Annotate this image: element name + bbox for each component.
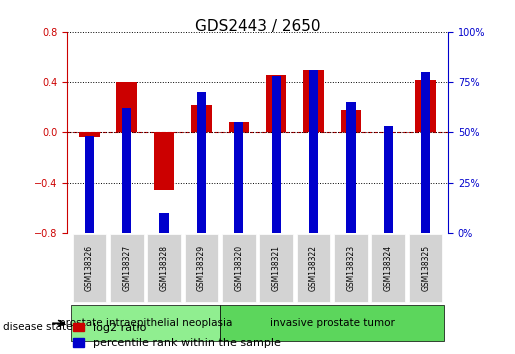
- Text: GSM138328: GSM138328: [160, 245, 168, 291]
- Bar: [346, 102, 355, 233]
- Bar: [340, 110, 361, 132]
- Bar: [271, 76, 281, 233]
- Text: GSM138320: GSM138320: [234, 245, 243, 291]
- Text: disease state: disease state: [3, 322, 72, 332]
- Bar: [116, 82, 137, 132]
- Bar: [191, 105, 212, 132]
- Text: GDS2443 / 2650: GDS2443 / 2650: [195, 19, 320, 34]
- Text: GSM138321: GSM138321: [272, 245, 281, 291]
- Text: GSM138325: GSM138325: [421, 245, 430, 291]
- Legend: log2 ratio, percentile rank within the sample: log2 ratio, percentile rank within the s…: [73, 322, 280, 348]
- Bar: [197, 92, 206, 233]
- Bar: [416, 80, 436, 132]
- FancyBboxPatch shape: [73, 234, 106, 302]
- FancyBboxPatch shape: [260, 234, 293, 302]
- Bar: [234, 122, 244, 233]
- Bar: [122, 108, 131, 233]
- FancyBboxPatch shape: [371, 234, 405, 302]
- FancyBboxPatch shape: [220, 305, 444, 341]
- Bar: [229, 122, 249, 132]
- FancyBboxPatch shape: [147, 234, 181, 302]
- FancyBboxPatch shape: [222, 234, 255, 302]
- Bar: [160, 213, 169, 233]
- FancyBboxPatch shape: [185, 234, 218, 302]
- Text: prostate intraepithelial neoplasia: prostate intraepithelial neoplasia: [59, 318, 232, 328]
- Text: GSM138329: GSM138329: [197, 245, 206, 291]
- Text: invasive prostate tumor: invasive prostate tumor: [270, 318, 394, 328]
- Text: GSM138324: GSM138324: [384, 245, 393, 291]
- Bar: [84, 136, 94, 233]
- Text: GSM138326: GSM138326: [85, 245, 94, 291]
- FancyBboxPatch shape: [71, 305, 220, 341]
- FancyBboxPatch shape: [409, 234, 442, 302]
- Text: GSM138323: GSM138323: [347, 245, 355, 291]
- Bar: [303, 69, 324, 132]
- FancyBboxPatch shape: [297, 234, 330, 302]
- Bar: [384, 126, 393, 233]
- Bar: [421, 72, 431, 233]
- Text: GSM138327: GSM138327: [122, 245, 131, 291]
- Bar: [309, 70, 318, 233]
- Bar: [154, 132, 175, 190]
- Text: GSM138322: GSM138322: [309, 245, 318, 291]
- Bar: [266, 75, 286, 132]
- FancyBboxPatch shape: [110, 234, 144, 302]
- Bar: [79, 132, 99, 137]
- FancyBboxPatch shape: [334, 234, 368, 302]
